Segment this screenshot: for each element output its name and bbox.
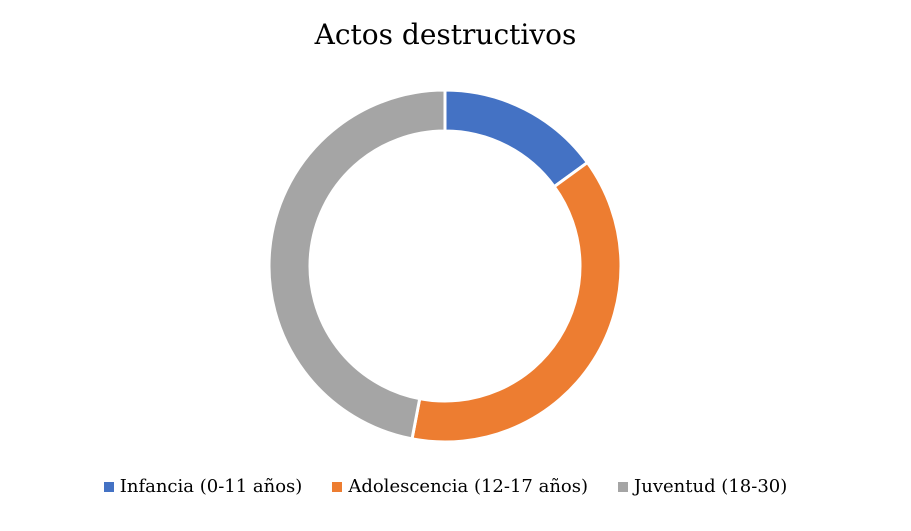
legend-swatch-adolescencia — [332, 481, 343, 492]
legend-label-adolescencia: Adolescencia (12-17 años) — [348, 476, 589, 497]
legend-item-juventud: Juventud (18-30) — [618, 476, 787, 497]
legend-swatch-juventud — [618, 481, 629, 492]
legend-label-infancia: Infancia (0-11 años) — [119, 476, 303, 497]
legend-item-adolescencia: Adolescencia (12-17 años) — [332, 476, 588, 497]
donut-slice-adolescencia — [410, 160, 623, 444]
donut-slice-juventud — [267, 88, 447, 441]
legend-swatch-infancia — [103, 481, 114, 492]
donut-slice-infancia — [443, 88, 590, 189]
legend-item-infancia: Infancia (0-11 años) — [103, 476, 303, 497]
chart-legend: Infancia (0-11 años) Adolescencia (12-17… — [0, 476, 891, 497]
legend-label-juventud: Juventud (18-30) — [634, 476, 788, 497]
chart-title: Actos destructivos — [314, 18, 577, 51]
